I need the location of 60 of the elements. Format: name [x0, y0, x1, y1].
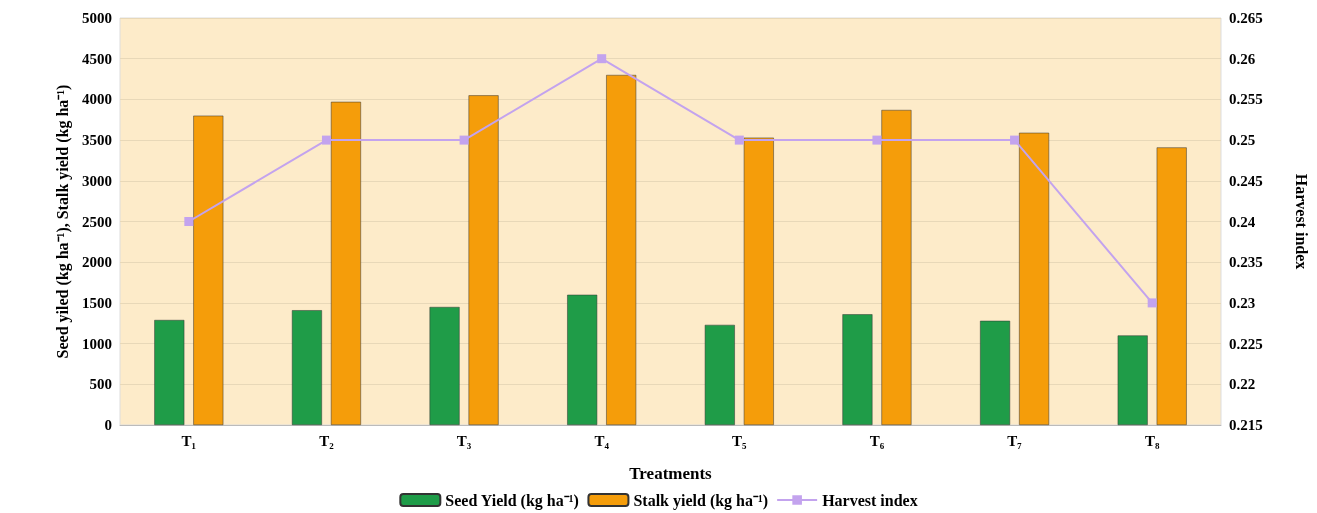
x-tick-label: T₇: [1007, 432, 1023, 449]
bar: [429, 306, 460, 425]
y-tick-label: 4000: [82, 91, 112, 108]
y2-tick-label: 0.235: [1229, 254, 1263, 271]
point: [597, 54, 607, 64]
x-tick-label: T₅: [732, 432, 748, 449]
x-axis-title: Treatments: [629, 464, 713, 483]
point: [1147, 298, 1157, 308]
bar: [193, 115, 224, 425]
point: [459, 135, 469, 145]
y-tick-label: 3500: [82, 132, 112, 149]
y-tick-label: 2000: [82, 254, 112, 271]
y-tick-label: 0: [104, 417, 112, 433]
bar: [842, 314, 873, 425]
y2-tick-label: 0.23: [1229, 294, 1256, 311]
y-axis-title: Seed yiled (kg ha⁻¹), Stalk yield (kg ha⁻¹): [53, 84, 72, 359]
bar: [567, 294, 598, 425]
y2-tick-label: 0.255: [1229, 91, 1263, 108]
bar: [154, 319, 185, 425]
y-tick-label: 1500: [82, 294, 112, 311]
y-tick-label: 5000: [82, 10, 112, 26]
bar: [291, 310, 322, 425]
y2-tick-label: 0.22: [1229, 376, 1256, 393]
bar: [704, 324, 735, 425]
x-tick-label: T₁: [181, 432, 197, 449]
point: [734, 135, 744, 145]
point: [1010, 135, 1020, 145]
y2-tick-label: 0.26: [1229, 50, 1256, 67]
y2-tick-label: 0.25: [1229, 132, 1256, 149]
legend-label: Harvest index: [822, 491, 918, 509]
bar: [980, 320, 1011, 425]
bar: [1156, 147, 1187, 425]
point: [184, 217, 194, 226]
y-tick-label: 4500: [82, 50, 112, 67]
x-tick-label: T₃: [456, 432, 472, 449]
x-tick-label: T₆: [869, 432, 885, 449]
y2-tick-label: 0.225: [1229, 335, 1263, 352]
x-tick-label: T₄: [594, 432, 610, 449]
bar: [468, 95, 499, 425]
x-tick-label: T₈: [1144, 432, 1160, 449]
x-tick-label: T₂: [319, 432, 335, 449]
point: [321, 135, 331, 145]
point: [872, 135, 882, 145]
y2-tick-label: 0.265: [1229, 10, 1263, 26]
legend-label: Seed Yield (kg ha⁻¹): [445, 491, 579, 510]
bar: [743, 137, 774, 425]
y-tick-label: 2500: [82, 213, 112, 230]
y2-axis-title: Harvest index: [1292, 173, 1310, 270]
y2-tick-label: 0.245: [1229, 172, 1263, 189]
bar: [330, 101, 361, 425]
bar: [606, 74, 637, 425]
bar: [881, 109, 912, 425]
y-tick-label: 500: [89, 376, 112, 393]
legend-label: Stalk yield (kg ha⁻¹): [633, 491, 769, 510]
y-tick-label: 1000: [82, 335, 112, 352]
bar: [1019, 132, 1050, 425]
y2-tick-label: 0.24: [1229, 213, 1256, 230]
bar: [1117, 335, 1148, 425]
y2-tick-label: 0.215: [1229, 417, 1263, 433]
y-tick-label: 3000: [82, 172, 112, 189]
